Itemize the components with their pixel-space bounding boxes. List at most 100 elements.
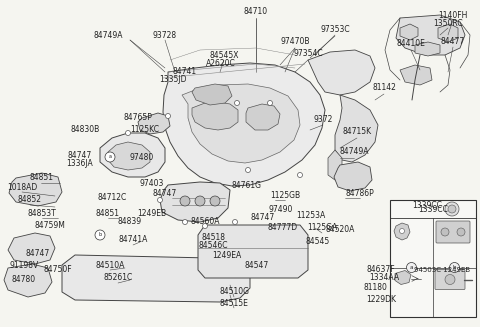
Text: 84749A: 84749A [339, 147, 369, 157]
Circle shape [445, 274, 455, 284]
Text: 84712C: 84712C [97, 193, 127, 201]
Text: 84747: 84747 [26, 250, 50, 259]
Text: 84853T: 84853T [28, 209, 56, 217]
Text: 84741A: 84741A [118, 235, 148, 245]
Text: 1249EA: 1249EA [212, 250, 241, 260]
Polygon shape [438, 24, 458, 42]
Circle shape [125, 130, 131, 135]
Circle shape [399, 229, 405, 233]
Polygon shape [9, 173, 62, 206]
Polygon shape [182, 84, 300, 163]
Polygon shape [163, 63, 325, 186]
Text: 1018AD: 1018AD [7, 182, 37, 192]
Text: 1339CC: 1339CC [418, 204, 448, 214]
Text: 84520A: 84520A [325, 225, 355, 233]
Polygon shape [334, 162, 372, 191]
Text: 84410E: 84410E [396, 40, 425, 48]
Polygon shape [8, 233, 55, 264]
Polygon shape [394, 223, 410, 240]
Polygon shape [400, 65, 432, 85]
Circle shape [407, 263, 417, 272]
Text: b: b [98, 232, 102, 237]
Circle shape [267, 100, 273, 106]
Circle shape [210, 196, 220, 206]
Text: 1339CC: 1339CC [412, 200, 442, 210]
Text: 1350RC: 1350RC [433, 20, 463, 28]
Text: a: a [108, 154, 111, 160]
Text: 84547: 84547 [245, 261, 269, 269]
Text: 97353C: 97353C [320, 26, 350, 35]
Circle shape [298, 173, 302, 178]
Text: 84765P: 84765P [123, 113, 153, 123]
FancyBboxPatch shape [436, 221, 470, 243]
Polygon shape [192, 102, 238, 130]
Text: 84839: 84839 [118, 217, 142, 227]
Text: 97403: 97403 [140, 179, 164, 187]
Circle shape [195, 196, 205, 206]
Polygon shape [308, 50, 375, 95]
Text: 84761G: 84761G [232, 181, 262, 190]
Text: 84747: 84747 [153, 188, 177, 198]
Text: 84830B: 84830B [71, 126, 100, 134]
Text: 84852: 84852 [18, 196, 42, 204]
Text: 84747: 84747 [68, 150, 92, 160]
Text: 84715K: 84715K [342, 128, 372, 136]
Text: 84545X: 84545X [209, 50, 239, 60]
Polygon shape [138, 113, 170, 134]
Text: 84780: 84780 [12, 276, 36, 284]
Text: 84510G: 84510G [219, 287, 249, 297]
Circle shape [457, 228, 465, 236]
Text: 11253A: 11253A [296, 211, 325, 219]
Text: 97354C: 97354C [293, 49, 323, 59]
Text: 84510A: 84510A [96, 261, 125, 269]
Text: 84747: 84747 [251, 214, 275, 222]
Text: 81180: 81180 [363, 284, 387, 292]
Circle shape [441, 228, 449, 236]
Text: 84546C: 84546C [198, 242, 228, 250]
Text: 97470B: 97470B [280, 38, 310, 46]
Circle shape [105, 152, 115, 162]
Text: b: b [453, 265, 456, 270]
Text: 97490: 97490 [269, 205, 293, 215]
Text: 1229DK: 1229DK [366, 296, 396, 304]
Text: 84545: 84545 [306, 236, 330, 246]
Polygon shape [160, 182, 230, 222]
Text: 94503C 1249EB: 94503C 1249EB [414, 267, 470, 273]
Text: 84777D: 84777D [268, 223, 298, 232]
Text: 84786P: 84786P [346, 188, 374, 198]
Polygon shape [4, 264, 52, 297]
Circle shape [182, 219, 188, 225]
Bar [390, 200, 476, 317]
Text: 84851: 84851 [29, 174, 53, 182]
Polygon shape [192, 84, 232, 105]
Text: 84851: 84851 [96, 209, 120, 217]
Polygon shape [198, 225, 308, 278]
Text: 1335JD: 1335JD [159, 76, 187, 84]
Polygon shape [108, 142, 150, 170]
Text: 1125GA: 1125GA [307, 223, 337, 232]
Polygon shape [415, 42, 440, 56]
Circle shape [232, 219, 238, 225]
Text: 84637F: 84637F [367, 266, 396, 274]
Circle shape [245, 167, 251, 173]
Circle shape [180, 196, 190, 206]
Polygon shape [100, 133, 165, 177]
Text: 93728: 93728 [153, 30, 177, 40]
Text: 1125GB: 1125GB [270, 191, 300, 199]
Text: 1334AA: 1334AA [369, 273, 399, 283]
Circle shape [95, 230, 105, 240]
Text: 84750F: 84750F [44, 266, 72, 274]
Text: 84710: 84710 [244, 8, 268, 16]
Polygon shape [246, 104, 280, 130]
Circle shape [203, 223, 207, 229]
Text: 84759M: 84759M [35, 220, 65, 230]
Circle shape [235, 100, 240, 106]
Text: 84515E: 84515E [219, 300, 249, 308]
Text: 84741: 84741 [173, 66, 197, 76]
Text: 1140FH: 1140FH [438, 10, 468, 20]
Text: 81142: 81142 [372, 83, 396, 93]
Text: 97480: 97480 [130, 153, 154, 163]
Polygon shape [335, 95, 378, 162]
Text: 1249EB: 1249EB [137, 209, 167, 217]
Text: A2620C: A2620C [206, 60, 236, 68]
